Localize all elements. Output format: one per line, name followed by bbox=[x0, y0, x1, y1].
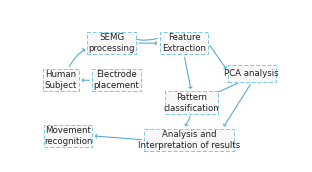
FancyBboxPatch shape bbox=[43, 69, 79, 92]
Text: Analysis and
Interpretation of results: Analysis and Interpretation of results bbox=[138, 130, 240, 150]
FancyBboxPatch shape bbox=[87, 32, 136, 54]
Text: Electrode
placement: Electrode placement bbox=[93, 70, 139, 90]
Text: Human
Subject: Human Subject bbox=[45, 70, 77, 90]
FancyBboxPatch shape bbox=[44, 125, 92, 147]
Text: Feature
Extraction: Feature Extraction bbox=[162, 33, 206, 53]
Text: SEMG
processing: SEMG processing bbox=[88, 33, 135, 53]
Text: Pattern
classification: Pattern classification bbox=[163, 93, 219, 113]
Text: Movement
recognition: Movement recognition bbox=[44, 126, 92, 146]
FancyBboxPatch shape bbox=[92, 69, 140, 92]
FancyBboxPatch shape bbox=[228, 65, 276, 82]
Text: PCA analysis: PCA analysis bbox=[224, 69, 279, 78]
FancyBboxPatch shape bbox=[165, 92, 218, 114]
FancyBboxPatch shape bbox=[160, 32, 208, 54]
FancyBboxPatch shape bbox=[144, 129, 234, 151]
